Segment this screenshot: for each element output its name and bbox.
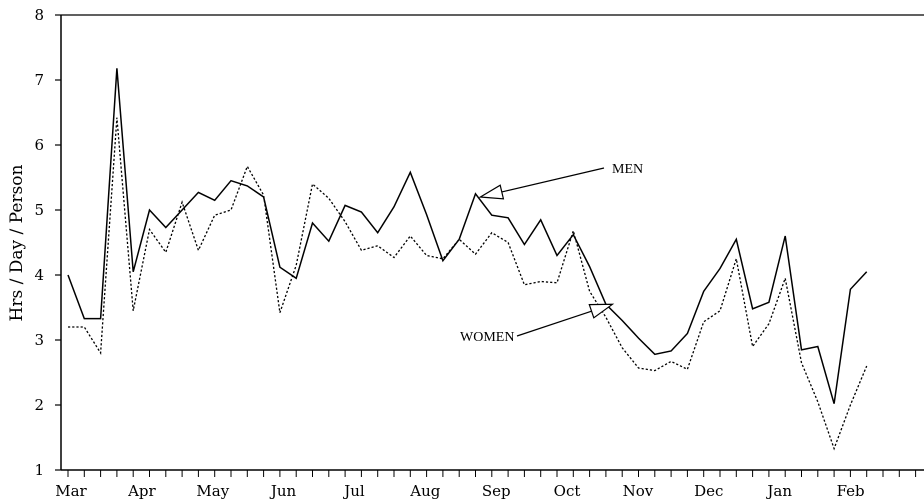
x-tick-label: Apr: [127, 482, 156, 500]
series-line-women: [68, 117, 868, 451]
y-tick-label: 3: [34, 331, 44, 349]
series-layer: [67, 68, 868, 451]
x-tick-label: Aug: [409, 482, 440, 500]
x-tick-label: Mar: [55, 482, 87, 500]
x-tick-label: Jul: [342, 482, 365, 500]
y-tick-label: 2: [34, 396, 44, 414]
annotation-layer: MEN WOMEN: [460, 162, 643, 345]
x-tick-label: Jan: [765, 482, 792, 500]
annotation-women-arrow-head: [588, 303, 615, 319]
y-tick-label: 1: [34, 461, 44, 479]
y-tick-label: 7: [34, 71, 44, 89]
y-ticks: 1 2 3 4 5 6 7 8: [34, 6, 61, 479]
x-tick-label: Nov: [623, 482, 654, 500]
y-axis-title: Hrs / Day / Person: [7, 165, 27, 322]
x-tick-label: Dec: [694, 482, 723, 500]
annotation-men-label: MEN: [612, 162, 643, 177]
annotation-women-arrow-shaft: [516, 310, 592, 337]
y-tick-label: 6: [34, 136, 44, 154]
x-tick-label: May: [196, 482, 229, 500]
x-tick-label: Oct: [554, 482, 581, 500]
y-tick-label: 4: [34, 266, 44, 284]
x-tick-label: Jun: [269, 482, 297, 500]
series-line-men: [67, 68, 868, 404]
x-ticks: Mar Apr May Jun Jul Aug Sep Oct Nov Dec Jan Feb: [55, 470, 917, 500]
annotation-men-arrow-head: [478, 184, 505, 200]
annotation-women-label: WOMEN: [460, 330, 514, 345]
annotation-men-arrow-shaft: [501, 167, 605, 193]
x-tick-label: Sep: [482, 482, 511, 500]
x-tick-label: Feb: [837, 482, 865, 500]
y-tick-label: 8: [34, 6, 44, 24]
y-axis-label: Hrs / Day / Person: [7, 165, 27, 322]
y-tick-label: 5: [34, 201, 44, 219]
